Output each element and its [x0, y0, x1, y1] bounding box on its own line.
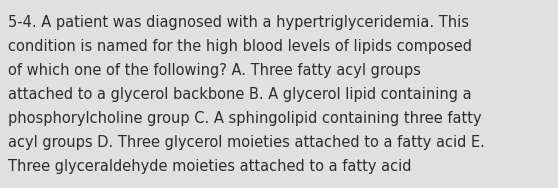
Text: condition is named for the high blood levels of lipids composed: condition is named for the high blood le… [8, 39, 472, 54]
Text: of which one of the following? A. Three fatty acyl groups: of which one of the following? A. Three … [8, 63, 421, 78]
Text: attached to a glycerol backbone B. A glycerol lipid containing a: attached to a glycerol backbone B. A gly… [8, 87, 472, 102]
Text: phosphorylcholine group C. A sphingolipid containing three fatty: phosphorylcholine group C. A sphingolipi… [8, 111, 482, 126]
Text: 5-4. A patient was diagnosed with a hypertriglyceridemia. This: 5-4. A patient was diagnosed with a hype… [8, 15, 469, 30]
Text: acyl groups D. Three glycerol moieties attached to a fatty acid E.: acyl groups D. Three glycerol moieties a… [8, 135, 485, 150]
Text: Three glyceraldehyde moieties attached to a fatty acid: Three glyceraldehyde moieties attached t… [8, 159, 411, 174]
